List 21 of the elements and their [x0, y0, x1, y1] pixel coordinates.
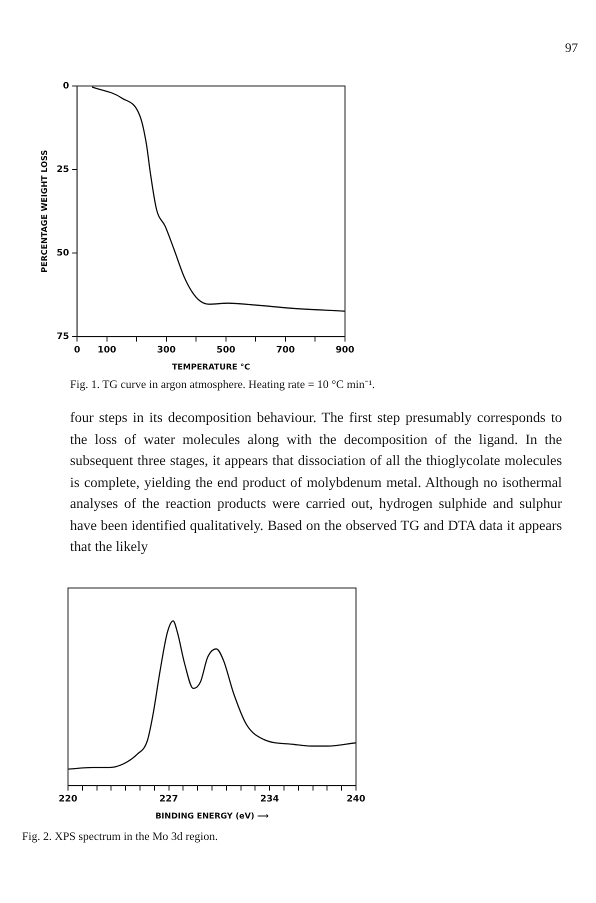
x-tick-label: 227 — [159, 794, 178, 804]
x-tick-label: 0 — [74, 345, 80, 356]
x-tick-label: 900 — [336, 345, 354, 356]
x-tick-label: 100 — [97, 345, 116, 356]
y-tick-label: 0 — [62, 81, 70, 92]
y-axis-title: PERCENTAGE WEIGHT LOSS — [40, 150, 49, 273]
text: 97 — [564, 40, 578, 57]
x-tick-label: 300 — [157, 345, 176, 356]
x-tick-label: 700 — [276, 345, 295, 356]
y-tick-label: 75 — [56, 332, 70, 342]
caption: Fig. 2. XPS spectrum in the Mo 3d region. — [22, 830, 219, 845]
x-axis-title: BINDING ENERGY (eV) ⟶ — [155, 811, 270, 820]
y-tick-label: 50 — [56, 248, 70, 258]
x-tick-label: 240 — [346, 794, 366, 804]
x-axis-title: TEMPERATURE °C — [172, 362, 250, 372]
x-tick-label: 500 — [216, 345, 236, 356]
text: four steps in its decomposition behaviour. The first step presumably corresponds to the loss of water molecules along with the decomposition of the ligand. In the subsequent three stages, it appears that dissociation of all the thioglycolate molecules is complete, yielding the end product of molybdenum metal. Although no isothermal analyses of the reaction products were carried out, hydrogen sulphide and sulphur have been identified qualitatively. Based on the observed TG and DTA data it appears that the likely — [70, 409, 562, 557]
y-tick-label: 25 — [56, 164, 70, 175]
caption: Fig. 1. TG curve in argon atmosphere. Heating rate = 10 °C min⁻¹. — [70, 378, 376, 393]
x-tick-label: 220 — [58, 794, 78, 804]
x-tick-label: 234 — [260, 794, 279, 804]
